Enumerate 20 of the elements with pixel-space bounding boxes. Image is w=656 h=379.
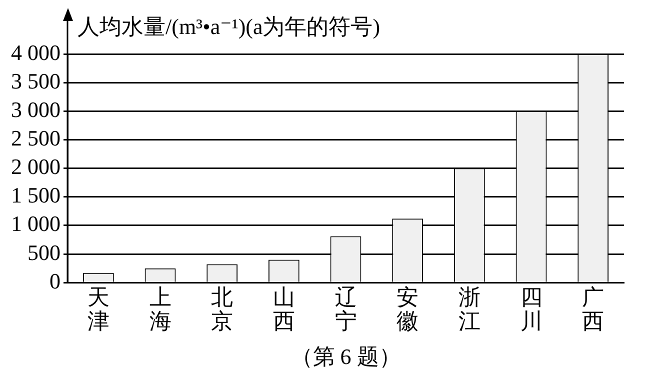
y-tick-label: 0 <box>50 268 60 294</box>
x-tick-label: 广西 <box>582 284 604 334</box>
x-tick-label: 浙江 <box>458 284 480 334</box>
y-tick-label: 2 000 <box>11 154 60 180</box>
x-tick-label: 四川 <box>520 284 542 334</box>
x-tick-label: 安徽 <box>396 284 419 334</box>
y-tick-label: 2 500 <box>11 126 60 151</box>
chart-title: 人均水量/(m³•a⁻¹)(a为年的符号) <box>78 14 380 39</box>
y-tick-label: 4 000 <box>11 40 60 65</box>
text: （第 6 题） <box>290 344 401 369</box>
x-tick-label: 上海 <box>149 284 172 334</box>
y-tick-label: 3 500 <box>11 68 60 94</box>
y-tick-label: 3 000 <box>11 96 60 122</box>
y-tick-label: 500 <box>28 240 60 265</box>
x-tick-label: 山西 <box>272 284 295 334</box>
x-tick-label: 天津 <box>87 284 110 334</box>
x-tick-label: 北京 <box>211 284 234 334</box>
x-tick-label: 辽宁 <box>334 284 357 334</box>
y-tick-label: 1 000 <box>11 211 60 236</box>
y-tick-label: 1 500 <box>11 182 60 208</box>
